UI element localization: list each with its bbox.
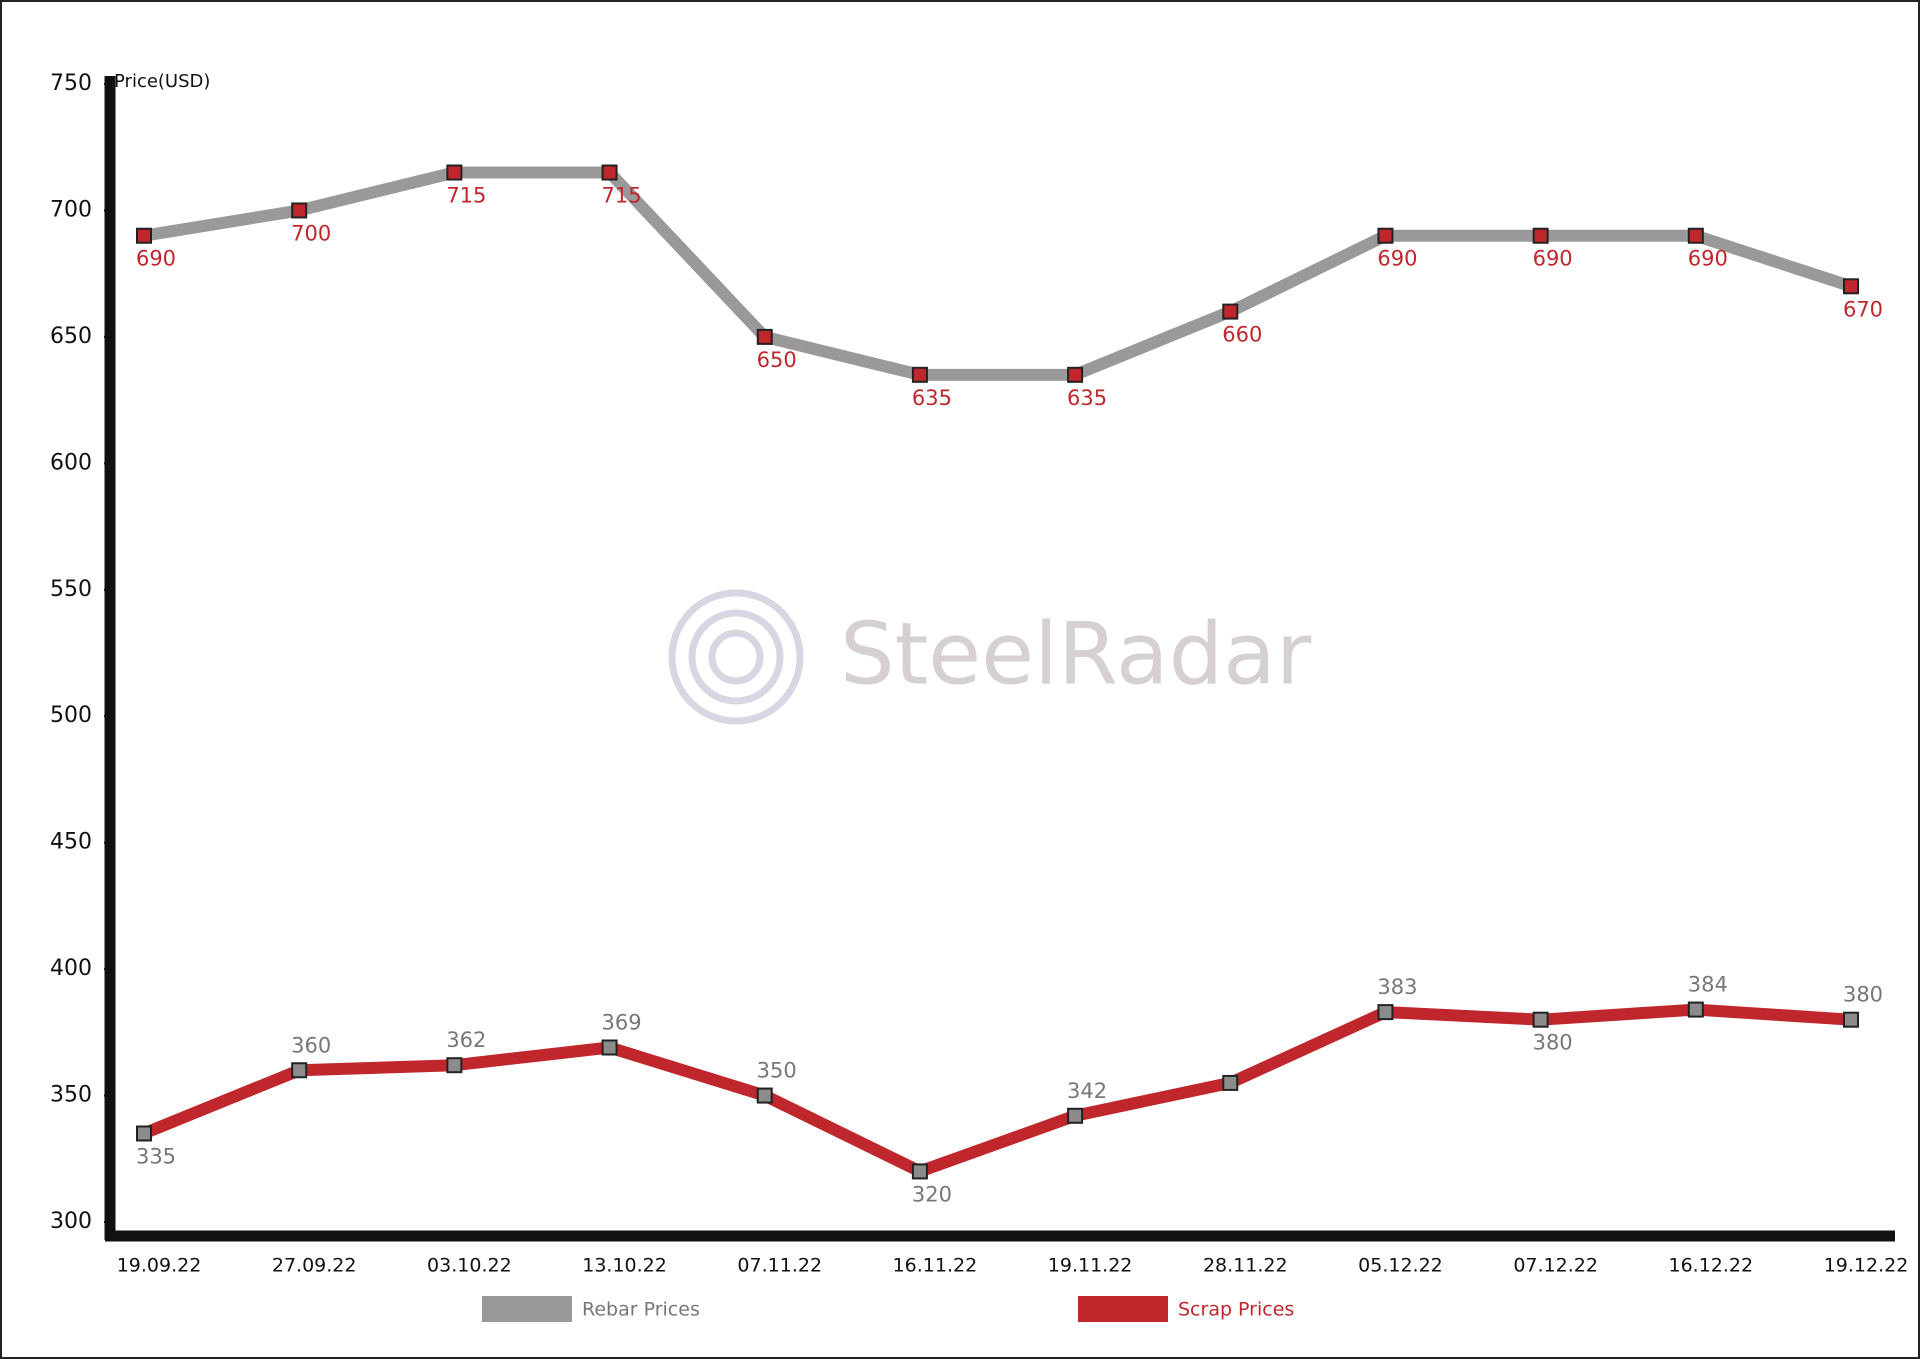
marker xyxy=(291,202,308,219)
marker xyxy=(756,1087,773,1104)
data-label: 635 xyxy=(912,386,952,410)
y-tick-label: 450 xyxy=(50,830,92,855)
data-label: 350 xyxy=(757,1059,797,1083)
watermark-logo xyxy=(668,589,804,725)
marker xyxy=(136,227,152,244)
data-label: 360 xyxy=(291,1033,331,1057)
y-tick-label: 600 xyxy=(50,450,92,475)
marker xyxy=(136,1125,152,1142)
legend-swatch xyxy=(482,1296,572,1322)
data-label: 384 xyxy=(1688,973,1728,997)
marker xyxy=(446,164,463,181)
y-tick-label: 350 xyxy=(50,1083,92,1108)
marker xyxy=(1067,1107,1084,1124)
plot: 300 350 400 450 500 550 600 650 700 750 19.09.22 27… xyxy=(50,71,1908,1277)
x-tick-label: 19.09.22 xyxy=(117,1255,202,1277)
marker xyxy=(1222,303,1239,320)
marker xyxy=(1377,227,1394,244)
data-label: 335 xyxy=(136,1144,176,1168)
x-tick-label: 13.10.22 xyxy=(582,1255,667,1277)
y-tick-label: 500 xyxy=(50,703,92,728)
x-tick-label: 16.11.22 xyxy=(893,1255,978,1277)
marker xyxy=(446,1057,463,1074)
y-tick-label: 650 xyxy=(50,324,92,349)
x-tick-label: 07.11.22 xyxy=(737,1255,822,1277)
marker xyxy=(1222,1074,1239,1091)
data-label: 715 xyxy=(601,184,641,208)
data-label: 700 xyxy=(291,221,331,245)
data-label: 690 xyxy=(1533,247,1573,271)
x-tick-label: 27.09.22 xyxy=(272,1255,357,1277)
marker xyxy=(601,1039,618,1056)
data-label: 383 xyxy=(1377,975,1417,999)
data-label: 690 xyxy=(136,247,176,271)
marker xyxy=(756,328,773,345)
data-label: 650 xyxy=(757,348,797,372)
data-label: 362 xyxy=(446,1028,486,1052)
x-tick-label: 03.10.22 xyxy=(427,1255,512,1277)
series-line xyxy=(143,166,1853,381)
data-label: 369 xyxy=(601,1011,641,1035)
data-label: 670 xyxy=(1843,297,1883,321)
x-tick-label: 05.12.22 xyxy=(1358,1255,1443,1277)
data-label: 380 xyxy=(1843,983,1883,1007)
data-label: 660 xyxy=(1222,323,1262,347)
series-line xyxy=(141,1003,1852,1178)
marker xyxy=(911,1163,928,1180)
data-label: 320 xyxy=(912,1182,952,1206)
marker xyxy=(1843,1011,1859,1028)
y-tick-label: 300 xyxy=(50,1209,92,1234)
marker xyxy=(1532,1011,1549,1028)
x-tick-label: 16.12.22 xyxy=(1669,1255,1754,1277)
data-label: 715 xyxy=(446,184,486,208)
y-tick-label: 550 xyxy=(50,577,92,602)
marker xyxy=(1843,278,1859,295)
watermark: SteelRadar xyxy=(840,604,1312,704)
legend-label: Scrap Prices xyxy=(1178,1299,1294,1321)
y-tick-label: 400 xyxy=(50,956,92,981)
marker xyxy=(601,164,618,181)
y-tick-label: 750 xyxy=(50,71,92,96)
data-label: 690 xyxy=(1688,247,1728,271)
x-tick-label: 07.12.22 xyxy=(1513,1255,1598,1277)
marker xyxy=(1687,227,1704,244)
data-label: 690 xyxy=(1377,247,1417,271)
data-label: 342 xyxy=(1067,1079,1107,1103)
marker xyxy=(1532,227,1549,244)
legend-label: Rebar Prices xyxy=(582,1299,700,1321)
data-label: 635 xyxy=(1067,386,1107,410)
y-axis-label: Price(USD) xyxy=(114,71,210,92)
marker xyxy=(911,366,928,383)
x-tick-label: 19.11.22 xyxy=(1048,1255,1133,1277)
y-tick-label: 700 xyxy=(50,197,92,222)
marker xyxy=(291,1062,308,1079)
marker xyxy=(1687,1001,1704,1018)
marker xyxy=(1067,366,1084,383)
x-tick-label: 28.11.22 xyxy=(1203,1255,1288,1277)
data-label: 380 xyxy=(1533,1031,1573,1055)
x-tick-label: 19.12.22 xyxy=(1824,1255,1909,1277)
legend-swatch xyxy=(1078,1296,1168,1322)
marker xyxy=(1377,1004,1394,1021)
